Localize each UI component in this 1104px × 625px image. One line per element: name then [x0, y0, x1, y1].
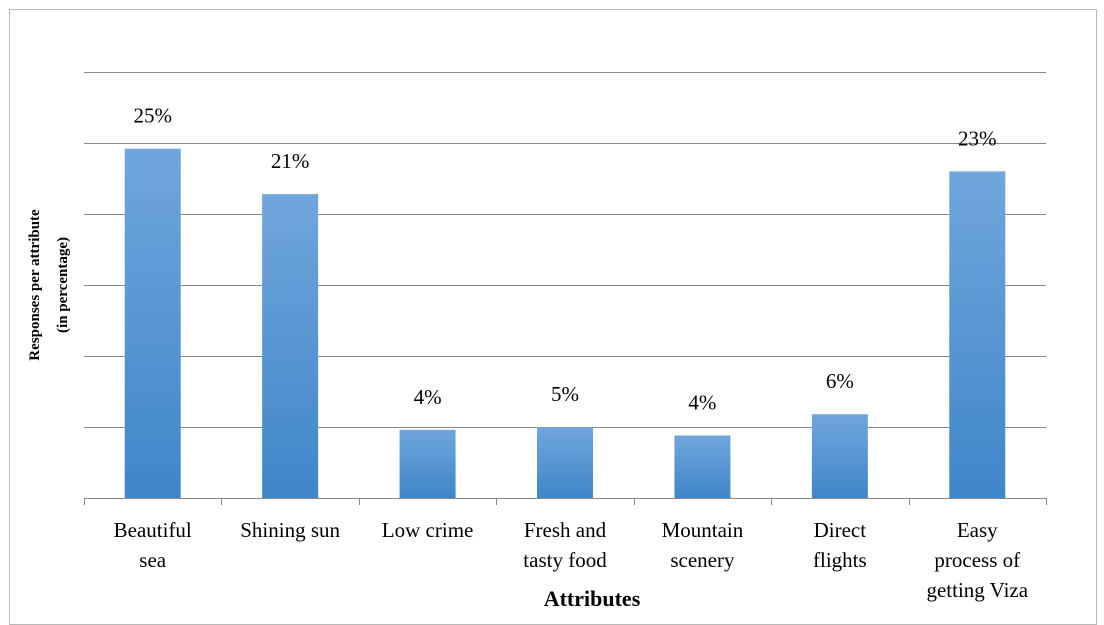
- data-label: 21%: [271, 149, 310, 173]
- chart-frame: [9, 9, 1097, 625]
- bar: [124, 148, 181, 498]
- category-label: Shining sun: [240, 518, 340, 542]
- bar: [949, 171, 1006, 498]
- bar: [674, 435, 731, 498]
- data-label: 6%: [826, 369, 854, 393]
- y-axis-title: Responses per attribute (in percentage): [27, 209, 71, 361]
- data-label: 23%: [958, 126, 997, 150]
- data-label: 4%: [688, 391, 716, 415]
- category-label: Fresh and tasty food: [523, 518, 607, 572]
- category-label: Easy process of getting Viza: [926, 518, 1028, 602]
- category-label: Direct flights: [813, 518, 867, 572]
- gridlines: [84, 72, 1046, 428]
- bar: [399, 429, 456, 498]
- data-label: 25%: [133, 104, 172, 128]
- bar: [537, 427, 593, 498]
- category-label: Beautiful sea: [114, 518, 192, 572]
- x-axis: [84, 498, 1047, 505]
- y-axis-title-line2: (in percentage): [55, 237, 71, 333]
- category-label: Mountain scenery: [662, 518, 744, 572]
- bars: [124, 148, 1006, 498]
- category-labels: Beautiful sea Shining sun Low crime Fresh an…: [114, 518, 1029, 602]
- data-label: 4%: [414, 385, 442, 409]
- y-axis-title-line1: Responses per attribute: [27, 209, 43, 361]
- data-label: 5%: [551, 382, 579, 406]
- x-axis-title: Attributes: [544, 586, 641, 611]
- category-label: Low crime: [382, 518, 474, 542]
- bar: [262, 194, 319, 498]
- data-labels: 25% 21% 4% 5% 4% 6% 23%: [133, 104, 996, 415]
- bar: [811, 414, 868, 498]
